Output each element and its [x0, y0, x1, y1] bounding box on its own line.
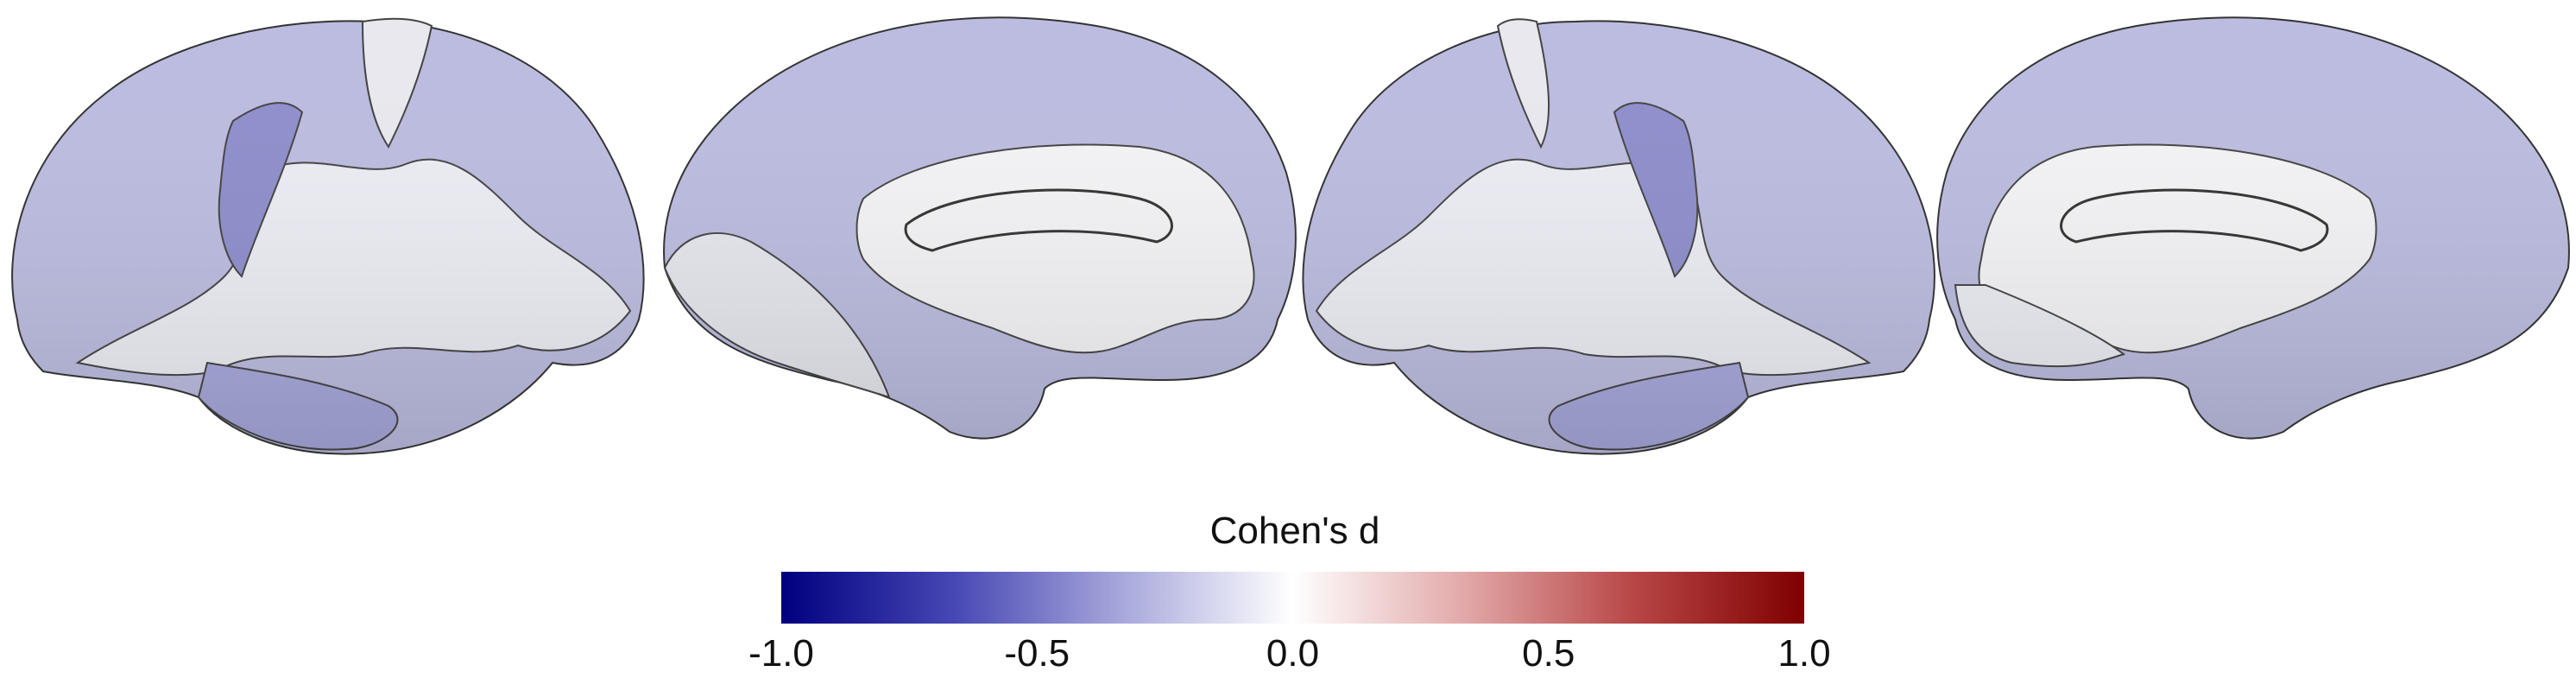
colorbar-tick-label: 0.0	[1266, 632, 1320, 675]
colorbar-title: Cohen's d	[1209, 510, 1380, 552]
brain-surface-maps	[11, 16, 2570, 455]
colorbar	[781, 572, 1804, 624]
left-medial-view	[663, 16, 1297, 440]
colorbar-tick-label: -1.0	[748, 632, 814, 675]
colorbar-tick-label: -0.5	[1004, 632, 1070, 675]
right-medial-view	[1936, 16, 2570, 440]
right-lateral-view	[1302, 18, 1935, 455]
colorbar-tick-label: 1.0	[1777, 632, 1831, 675]
colorbar-tick-label: 0.5	[1522, 632, 1575, 675]
left-lateral-view	[11, 17, 645, 455]
